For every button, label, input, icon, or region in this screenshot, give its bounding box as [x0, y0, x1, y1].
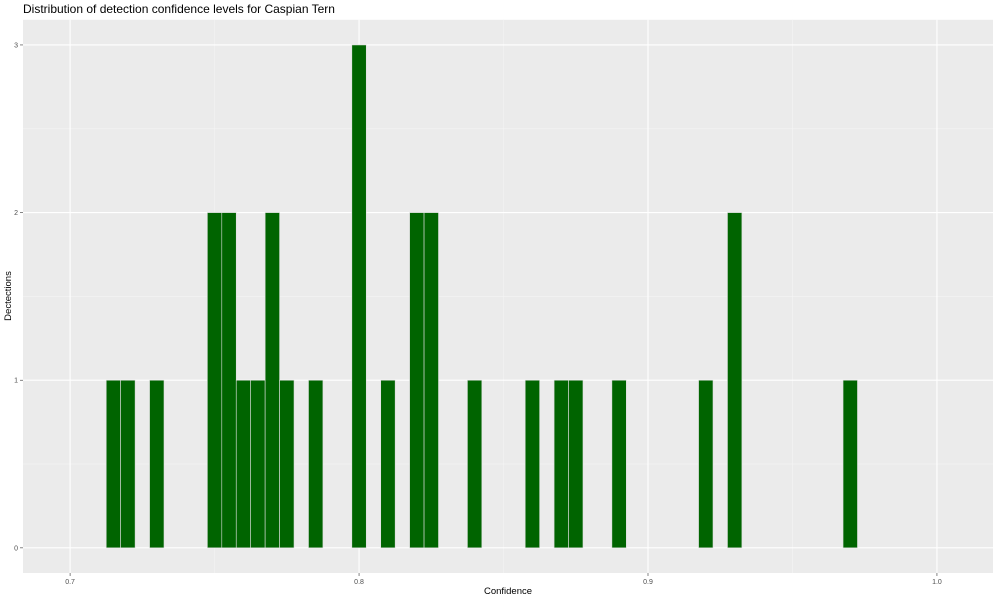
x-axis-label: Confidence [484, 586, 532, 597]
histogram-bar [568, 379, 584, 549]
histogram-bar [149, 379, 165, 549]
histogram-bar [727, 212, 743, 549]
histogram-bar [105, 379, 121, 549]
x-tick-label: 0.7 [65, 579, 75, 586]
y-axis: 0 1 2 3 [14, 42, 23, 552]
histogram-bar [221, 212, 237, 549]
bars [105, 44, 858, 549]
histogram-bar [423, 212, 439, 549]
y-axis-label: Dectections [3, 271, 14, 321]
x-tick-label: 1.0 [932, 579, 942, 586]
histogram-bar [235, 379, 251, 549]
histogram-bar [351, 44, 367, 549]
histogram-bar [409, 212, 425, 549]
histogram-bar [279, 379, 295, 549]
histogram-bar [120, 379, 136, 549]
histogram-bar [467, 379, 483, 549]
histogram-bar [698, 379, 714, 549]
y-tick-label: 3 [14, 42, 18, 49]
histogram-bar [611, 379, 627, 549]
histogram-bar [380, 379, 396, 549]
histogram-bar [207, 212, 223, 549]
x-tick-label: 0.8 [354, 579, 364, 586]
histogram-bar [842, 379, 858, 549]
chart-title: Distribution of detection confidence lev… [23, 2, 335, 16]
histogram-bar [250, 379, 266, 549]
x-axis: 0.7 0.8 0.9 1.0 [65, 573, 942, 586]
histogram-bar [553, 379, 569, 549]
y-tick-label: 1 [14, 378, 18, 385]
x-tick-label: 0.9 [643, 579, 653, 586]
histogram-bar [308, 379, 324, 549]
histogram-bar [264, 212, 280, 549]
histogram-bar [524, 379, 540, 549]
y-tick-label: 0 [14, 545, 18, 552]
y-tick-label: 2 [14, 210, 18, 217]
